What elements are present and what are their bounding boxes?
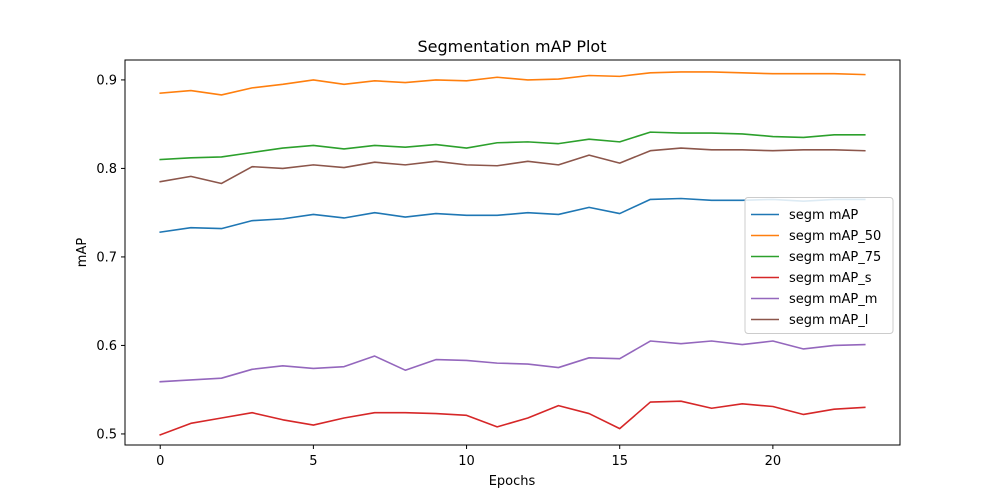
- legend-label-3: segm mAP_s: [789, 271, 872, 286]
- y-axis-label: mAP: [75, 238, 90, 268]
- x-tick-label-4: 20: [765, 454, 782, 469]
- x-axis-ticks: 0 5 10 15 20: [156, 445, 781, 469]
- y-tick-label-4: 0.9: [96, 73, 117, 88]
- x-tick-label-0: 0: [156, 454, 164, 469]
- series-line-3: [159, 400, 866, 436]
- x-axis-label: Epochs: [489, 474, 536, 489]
- series-line-5: [159, 147, 866, 185]
- x-tick-label-3: 15: [611, 454, 628, 469]
- legend-box: [744, 197, 894, 334]
- legend-label-1: segm mAP_50: [789, 229, 881, 244]
- y-tick-label-1: 0.6: [96, 339, 117, 354]
- series-line-2: [159, 131, 866, 161]
- series-line-1: [159, 71, 866, 96]
- legend-label-5: segm mAP_l: [789, 313, 868, 328]
- y-tick-label-2: 0.7: [96, 250, 117, 265]
- legend-label-0: segm mAP: [789, 208, 858, 223]
- x-tick-label-2: 10: [458, 454, 475, 469]
- x-tick-label-1: 5: [309, 454, 317, 469]
- chart-title: Segmentation mAP Plot: [418, 37, 607, 56]
- y-axis-ticks: 0.5 0.6 0.7 0.8 0.9: [96, 73, 125, 442]
- legend-label-2: segm mAP_75: [789, 250, 881, 265]
- plot-frame: [124, 59, 901, 446]
- legend-label-4: segm mAP_m: [789, 292, 877, 307]
- series-line-4: [159, 340, 866, 383]
- y-tick-label-3: 0.8: [96, 162, 117, 177]
- y-tick-label-0: 0.5: [96, 427, 117, 442]
